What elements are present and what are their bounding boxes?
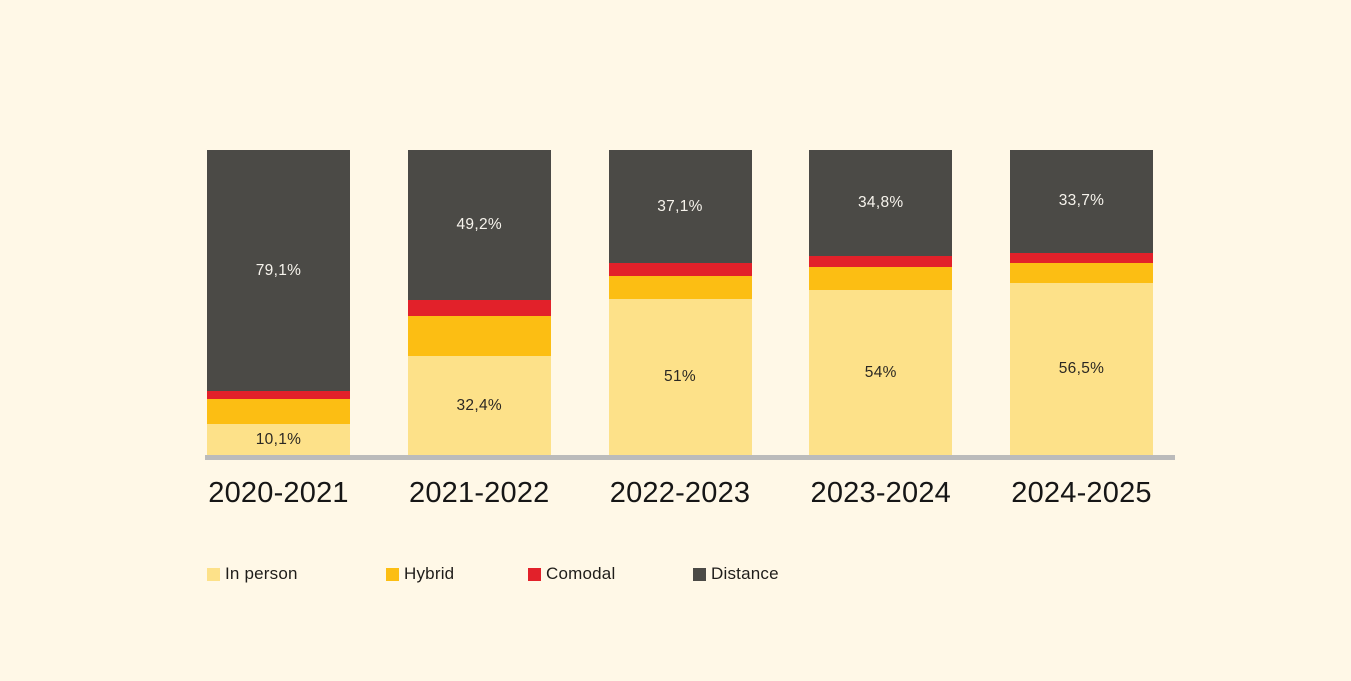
segment-in-person: 54% [809, 290, 953, 455]
legend-label: In person [225, 564, 298, 583]
segment-hybrid [809, 267, 953, 291]
comodal-swatch-icon [528, 567, 541, 581]
distance-value-label: 33,7% [1058, 192, 1105, 210]
x-tick-label: 2020-2021 [208, 477, 349, 509]
in-person-swatch-icon [207, 567, 220, 581]
distance-value-label: 37,1% [657, 197, 703, 215]
in-person-value-label: 54% [864, 363, 897, 381]
legend-item-in-person: In person [207, 564, 298, 584]
segment-distance: 34,8% [809, 150, 953, 257]
segment-in-person: 32,4% [407, 356, 551, 455]
legend-item-distance: Distance [693, 564, 779, 584]
distance-swatch-icon [693, 567, 706, 581]
in-person-value-label: 51% [664, 368, 696, 386]
segment-distance: 79,1% [207, 150, 350, 392]
in-person-value-label: 32,4% [456, 396, 502, 414]
distance-value-label: 49,2% [456, 216, 502, 234]
segment-comodal [1010, 252, 1153, 264]
hybrid-swatch-icon [386, 567, 399, 581]
segment-in-person: 10,1% [207, 424, 350, 455]
plot-area: 79,1% 10,1% 49,2% 32,4% 37,1% [207, 150, 1153, 455]
in-person-value-label: 56,5% [1058, 359, 1105, 377]
bar-2020-2021: 79,1% 10,1% [207, 150, 350, 455]
x-tick-label: 2022-2023 [609, 477, 751, 509]
segment-in-person: 51% [608, 299, 752, 455]
segment-in-person: 56,5% [1010, 282, 1153, 455]
x-tick-label: 2021-2022 [409, 477, 550, 509]
x-tick-label: 2024-2025 [1011, 477, 1152, 509]
segment-distance: 49,2% [407, 150, 551, 301]
bar-2024-2025: 33,7% 56,5% [1010, 150, 1153, 455]
segment-hybrid [207, 399, 350, 425]
legend-label: Hybrid [404, 564, 455, 583]
segment-comodal [207, 391, 350, 400]
legend-label: Distance [711, 564, 779, 583]
segment-distance: 37,1% [608, 150, 752, 264]
in-person-value-label: 10,1% [255, 430, 302, 448]
segment-hybrid [407, 315, 551, 357]
distance-value-label: 34,8% [858, 194, 904, 212]
legend: In person Hybrid Comodal Distance [207, 564, 1107, 584]
distance-value-label: 79,1% [255, 261, 302, 279]
segment-comodal [809, 256, 953, 268]
legend-label: Comodal [546, 564, 616, 583]
legend-item-hybrid: Hybrid [386, 564, 454, 584]
x-axis-line [205, 455, 1175, 460]
segment-hybrid [1010, 263, 1153, 283]
segment-hybrid [608, 276, 752, 300]
bar-2022-2023: 37,1% 51% [608, 150, 752, 455]
x-axis-labels: 2020-2021 2021-2022 2022-2023 2023-2024 … [207, 477, 1153, 509]
segment-comodal [608, 263, 752, 277]
segment-distance: 33,7% [1010, 150, 1153, 253]
segment-comodal [407, 300, 551, 316]
bar-2023-2024: 34,8% 54% [809, 150, 953, 455]
legend-item-comodal: Comodal [528, 564, 615, 584]
bar-2021-2022: 49,2% 32,4% [407, 150, 551, 455]
x-tick-label: 2023-2024 [810, 477, 951, 509]
